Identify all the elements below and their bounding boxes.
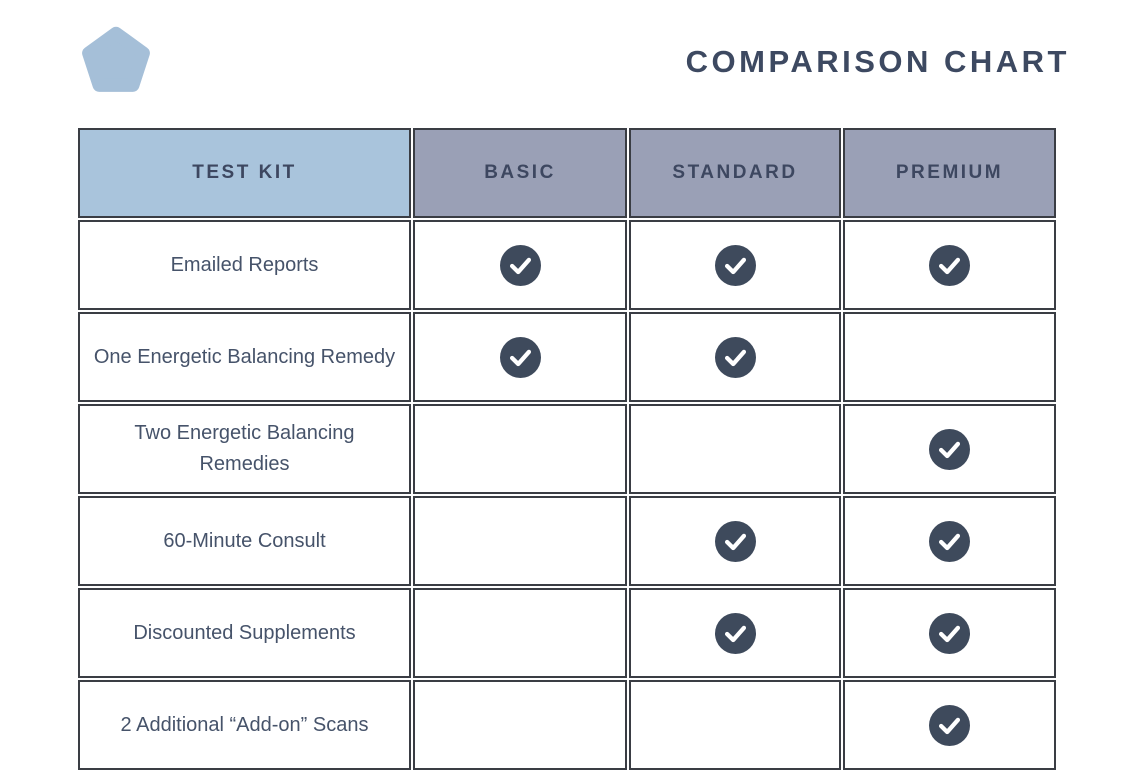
premium-value-cell xyxy=(843,680,1056,770)
standard-value-cell xyxy=(629,680,841,770)
column-header-standard: STANDARD xyxy=(629,128,841,218)
column-header-premium: PREMIUM xyxy=(843,128,1056,218)
standard-value-cell xyxy=(629,496,841,586)
basic-value-cell xyxy=(413,404,627,494)
standard-value-cell xyxy=(629,312,841,402)
standard-value-cell xyxy=(629,588,841,678)
check-icon xyxy=(929,704,970,746)
basic-value-cell xyxy=(413,312,627,402)
standard-value-cell xyxy=(629,220,841,310)
premium-value-cell xyxy=(843,312,1056,402)
check-icon xyxy=(499,336,541,378)
basic-value-cell xyxy=(413,496,627,586)
premium-value-cell xyxy=(843,404,1056,494)
feature-cell: Discounted Supplements xyxy=(78,588,411,678)
check-icon xyxy=(929,244,970,286)
check-icon xyxy=(499,244,541,286)
pentagon-logo-icon xyxy=(82,26,150,92)
standard-value-cell xyxy=(629,404,841,494)
comparison-table: TEST KIT BASIC STANDARD PREMIUM Emailed … xyxy=(78,128,1056,770)
check-icon xyxy=(929,428,970,470)
basic-value-cell xyxy=(413,588,627,678)
basic-value-cell xyxy=(413,680,627,770)
check-icon xyxy=(714,520,756,562)
check-icon xyxy=(929,520,970,562)
column-header-basic: BASIC xyxy=(413,128,627,218)
check-icon xyxy=(929,612,970,654)
premium-value-cell xyxy=(843,220,1056,310)
check-icon xyxy=(714,336,756,378)
page-title: COMPARISON CHART xyxy=(685,44,1070,79)
check-icon xyxy=(714,244,756,286)
check-icon xyxy=(714,612,756,654)
feature-cell: 2 Additional “Add-on” Scans xyxy=(78,680,411,770)
premium-value-cell xyxy=(843,588,1056,678)
basic-value-cell xyxy=(413,220,627,310)
feature-cell: Emailed Reports xyxy=(78,220,411,310)
feature-cell: Two Energetic Balancing Remedies xyxy=(78,404,411,494)
column-header-test-kit: TEST KIT xyxy=(78,128,411,218)
premium-value-cell xyxy=(843,496,1056,586)
feature-cell: 60-Minute Consult xyxy=(78,496,411,586)
feature-cell: One Energetic Balancing Remedy xyxy=(78,312,411,402)
